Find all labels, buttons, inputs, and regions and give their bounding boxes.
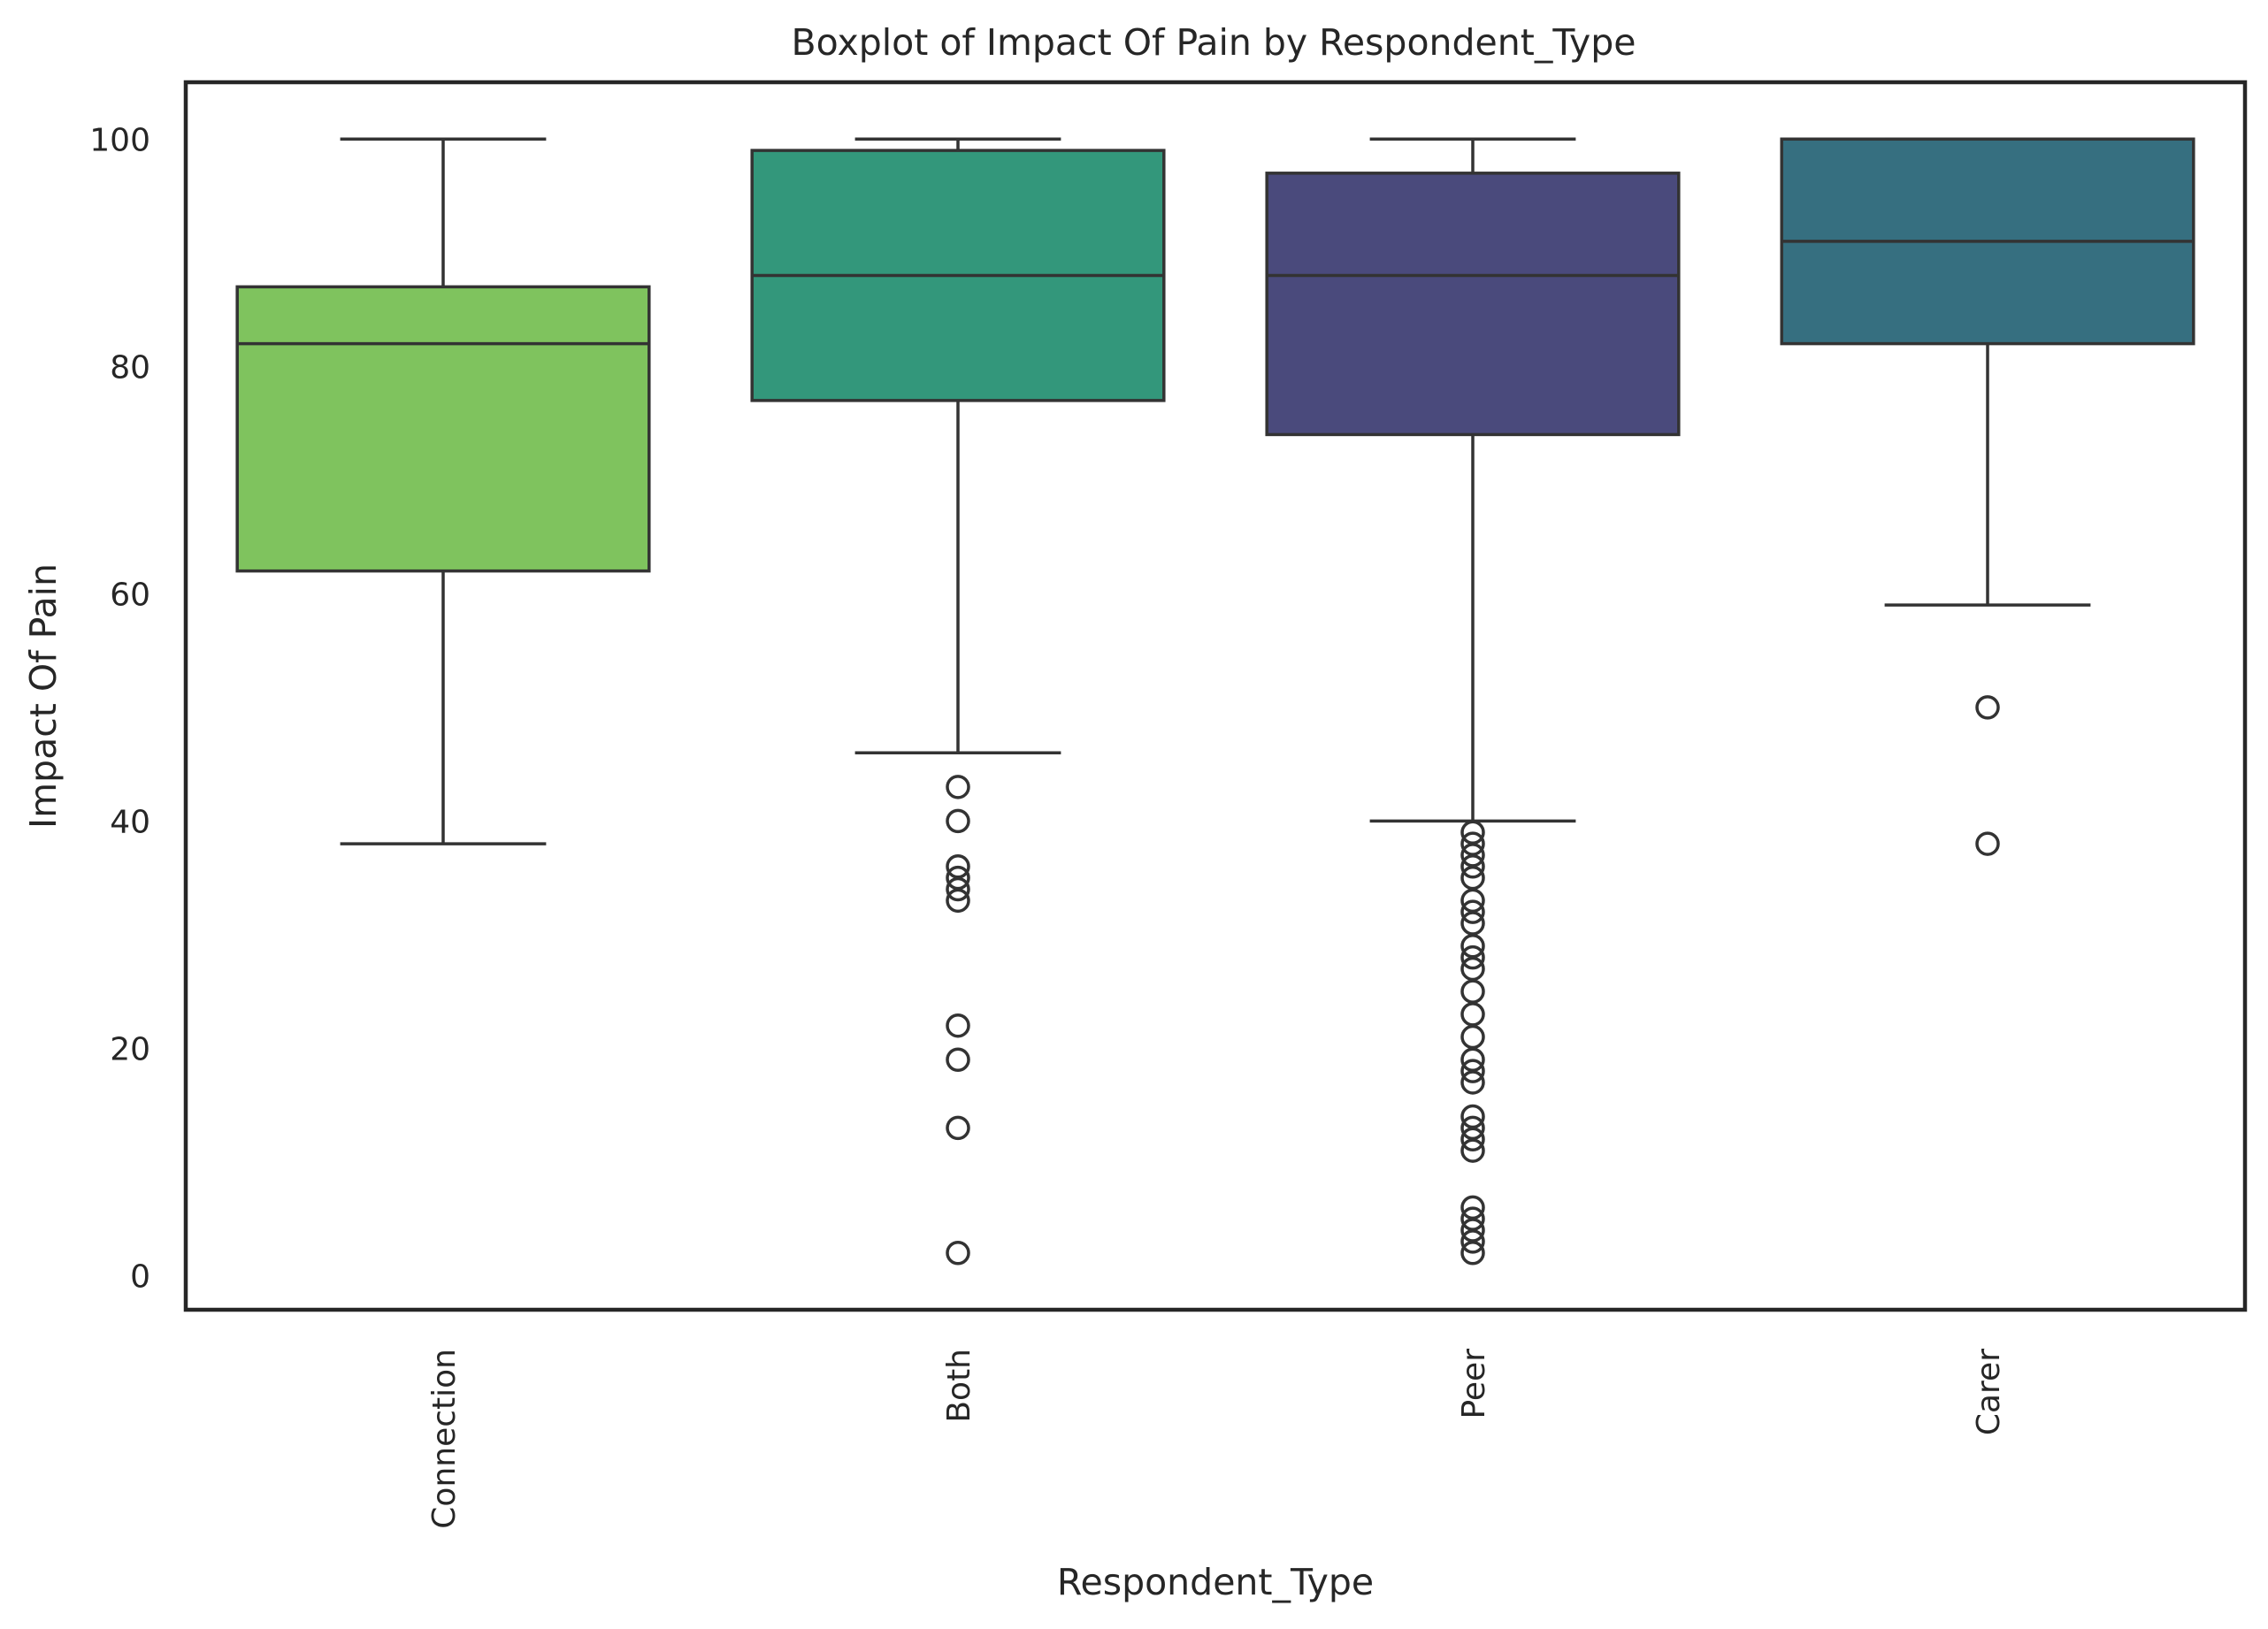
outlier-point bbox=[1460, 1229, 1485, 1254]
outlier-point bbox=[1460, 945, 1485, 970]
chart-title: Boxplot of Impact Of Pain by Respondent_… bbox=[792, 21, 1636, 64]
outlier-point bbox=[1460, 979, 1485, 1004]
y-tick-label: 60 bbox=[110, 577, 150, 613]
outlier-point bbox=[1975, 831, 2000, 856]
box-peer bbox=[1265, 172, 1681, 437]
y-tick-label: 80 bbox=[110, 349, 150, 386]
outlier-point bbox=[946, 1240, 970, 1266]
outlier-point bbox=[946, 1047, 970, 1073]
outlier-point bbox=[1460, 1127, 1485, 1151]
outlier-point bbox=[1975, 695, 2000, 720]
outlier-point bbox=[1460, 854, 1485, 879]
outlier-point bbox=[1460, 1240, 1485, 1266]
x-tick-label: Connection bbox=[426, 1349, 463, 1529]
outlier-point bbox=[946, 888, 970, 914]
y-tick-label: 20 bbox=[110, 1031, 150, 1067]
x-axis-label: Respondent_Type bbox=[1057, 1561, 1374, 1603]
outlier-point bbox=[1460, 1024, 1485, 1050]
x-tick-label: Both bbox=[941, 1349, 977, 1423]
y-tick-label: 40 bbox=[110, 804, 150, 840]
plot-frame bbox=[183, 80, 2248, 1312]
y-tick-label: 100 bbox=[89, 122, 150, 158]
outlier-point bbox=[946, 1115, 970, 1141]
outlier-point bbox=[1460, 1070, 1485, 1095]
outlier-point bbox=[946, 808, 970, 834]
x-tick-label: Carer bbox=[1971, 1349, 2007, 1435]
outlier-point bbox=[946, 1013, 970, 1038]
y-axis-label: Impact Of Pain bbox=[22, 563, 65, 829]
box-connection bbox=[235, 285, 651, 573]
outlier-point bbox=[1460, 1138, 1485, 1163]
outlier-point bbox=[946, 876, 970, 902]
plot-area bbox=[235, 137, 2195, 1266]
outlier-point bbox=[1460, 899, 1485, 924]
x-tick-label: Peer bbox=[1456, 1349, 1492, 1419]
y-tick-label: 0 bbox=[130, 1258, 150, 1295]
outlier-point bbox=[1460, 1002, 1485, 1027]
outlier-point bbox=[946, 775, 970, 799]
outlier-point bbox=[1460, 1059, 1485, 1083]
